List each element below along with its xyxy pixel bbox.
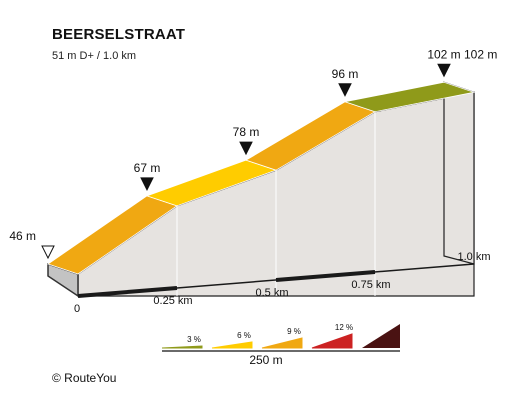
legend-grade-label: 6 % xyxy=(237,331,251,340)
elevation-marker xyxy=(437,63,451,78)
legend-grade-swatch xyxy=(211,341,253,349)
legend-grade-label: 12 % xyxy=(335,323,353,332)
gradient-segment-4 xyxy=(343,81,476,113)
distance-tick-label: 0.75 km xyxy=(351,279,390,291)
distance-tick-label: 0.25 km xyxy=(153,295,192,307)
elevation-label: 46 m xyxy=(9,229,36,243)
legend-grade-swatch xyxy=(311,333,353,349)
legend-grade-label: 3 % xyxy=(187,335,201,344)
climb-title: BEERSELSTRAAT xyxy=(52,26,186,43)
elevation-label: 96 m xyxy=(332,67,359,81)
legend-grade-swatch xyxy=(261,337,303,349)
elevation-label: 78 m xyxy=(233,125,260,139)
legend-grade-swatch xyxy=(161,345,203,349)
copyright-notice: © RouteYou xyxy=(52,371,117,385)
elevation-marker xyxy=(338,83,352,97)
distance-tick-label: 1.0 km xyxy=(457,251,490,263)
distance-tick-label: 0 xyxy=(74,303,80,315)
distance-scale-bar-1 xyxy=(77,286,178,298)
summit-elevation-label: 102 m xyxy=(464,47,497,61)
elevation-marker xyxy=(41,245,55,260)
elevation-marker xyxy=(140,177,154,191)
distance-tick-label: 0.5 km xyxy=(255,287,288,299)
climb-stats: 51 m D+ / 1.0 km xyxy=(52,50,137,62)
distance-scale-bar-2 xyxy=(275,270,376,282)
legend-scale-label: 250 m xyxy=(249,353,282,367)
elevation-label: 67 m xyxy=(134,161,161,175)
legend-grade-swatch-max xyxy=(362,324,400,348)
elevation-label: 102 m xyxy=(427,47,460,61)
legend-grade-label: 9 % xyxy=(287,327,301,336)
elevation-marker xyxy=(239,141,253,156)
profile-end-wall xyxy=(443,81,475,265)
